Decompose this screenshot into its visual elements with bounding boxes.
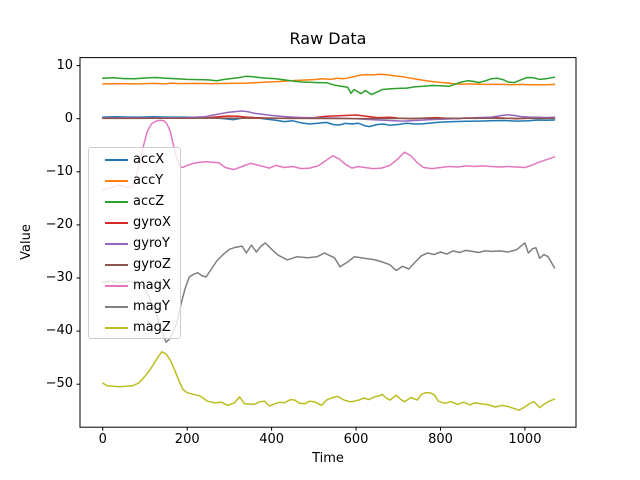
legend-label: gyroY	[133, 235, 170, 251]
x-axis-label: Time	[312, 451, 344, 466]
legend-label: gyroZ	[133, 256, 171, 272]
legend-entry-magY: magY	[89, 296, 180, 317]
series-line-accZ	[102, 75, 556, 96]
legend-entry-gyroX: gyroX	[89, 212, 180, 233]
x-tick-label: 600	[343, 432, 369, 447]
legend-label: gyroX	[133, 214, 171, 230]
legend: accX accY accZ gyroX gyroY gyroZ magX magY magZ	[88, 147, 181, 339]
series-line-gyroZ	[102, 117, 556, 120]
y-tick-label: 10	[56, 57, 73, 73]
legend-swatch-accX	[105, 158, 128, 161]
y-tick-label: 0	[64, 110, 73, 126]
legend-swatch-gyroY	[105, 242, 128, 245]
legend-entry-accX: accX	[89, 149, 180, 170]
legend-label: accZ	[133, 193, 165, 209]
legend-label: magX	[133, 277, 171, 293]
legend-label: accY	[133, 172, 164, 188]
legend-swatch-gyroZ	[105, 263, 128, 266]
legend-swatch-magZ	[105, 326, 128, 329]
legend-entry-magX: magX	[89, 275, 180, 296]
y-tick-label: −20	[45, 216, 73, 232]
legend-swatch-accZ	[105, 200, 128, 203]
legend-entry-accZ: accZ	[89, 191, 180, 212]
y-tick-label: −40	[45, 323, 73, 339]
y-tick-label: −10	[45, 163, 73, 179]
axes-frame	[79, 57, 577, 428]
x-tick-label: 800	[428, 432, 453, 447]
legend-swatch-magY	[105, 305, 128, 308]
legend-label: magZ	[133, 319, 171, 335]
legend-swatch-gyroX	[105, 221, 128, 224]
series-line-magZ	[102, 351, 556, 411]
x-tick-label: 200	[174, 432, 200, 447]
legend-label: accX	[133, 151, 165, 167]
x-tick-label: 1000	[508, 432, 542, 447]
legend-entry-accY: accY	[89, 170, 180, 191]
y-tick-label: −50	[45, 376, 73, 392]
legend-swatch-accY	[105, 179, 128, 182]
legend-entry-gyroY: gyroY	[89, 233, 180, 254]
series-line-accY	[102, 73, 556, 86]
y-tick-label: −30	[45, 269, 73, 285]
x-tick-label: 0	[98, 432, 107, 447]
legend-entry-magZ: magZ	[89, 317, 180, 338]
series-line-magX	[102, 119, 556, 191]
x-tick-label: 400	[259, 432, 285, 447]
legend-entry-gyroZ: gyroZ	[89, 254, 180, 275]
legend-label: magY	[133, 298, 170, 314]
legend-swatch-magX	[105, 284, 128, 287]
chart-title: Raw Data	[289, 29, 367, 48]
